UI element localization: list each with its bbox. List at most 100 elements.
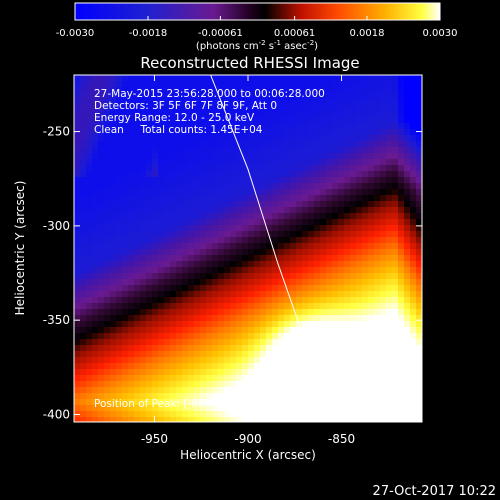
heatmap-cell [104, 243, 110, 249]
heatmap-cell [338, 333, 344, 339]
heatmap-cell [152, 369, 158, 375]
heatmap-cell [212, 183, 218, 189]
heatmap-cell [260, 375, 266, 381]
heatmap-cell [242, 309, 248, 315]
heatmap-cell [242, 195, 248, 201]
heatmap-cell [374, 267, 380, 273]
heatmap-cell [266, 237, 272, 243]
heatmap-cell [266, 321, 272, 327]
heatmap-cell [392, 123, 398, 129]
heatmap-cell [332, 105, 338, 111]
heatmap-cell [104, 417, 110, 422]
heatmap-cell [242, 351, 248, 357]
heatmap-cell [230, 213, 236, 219]
heatmap-cell [188, 297, 194, 303]
heatmap-cell [104, 165, 110, 171]
heatmap-cell [242, 417, 248, 422]
heatmap-cell [332, 249, 338, 255]
heatmap-cell [326, 339, 332, 345]
heatmap-cell [164, 183, 170, 189]
heatmap-cell [212, 255, 218, 261]
heatmap-cell [284, 255, 290, 261]
heatmap-cell [362, 405, 368, 411]
heatmap-cell [110, 297, 116, 303]
heatmap-cell [368, 111, 374, 117]
heatmap-cell [386, 417, 392, 422]
heatmap-cell [290, 357, 296, 363]
heatmap-cell [248, 135, 254, 141]
heatmap-cell [86, 393, 92, 399]
heatmap-cell [338, 381, 344, 387]
heatmap-cell [362, 387, 368, 393]
heatmap-cell [116, 309, 122, 315]
heatmap-cell [158, 321, 164, 327]
heatmap-cell [242, 93, 248, 99]
heatmap-cell [164, 225, 170, 231]
heatmap-cell [350, 297, 356, 303]
heatmap-cell [164, 255, 170, 261]
heatmap-cell [284, 243, 290, 249]
heatmap-cell [224, 153, 230, 159]
heatmap-cell [296, 243, 302, 249]
heatmap-cell [194, 75, 200, 81]
heatmap-cell [182, 153, 188, 159]
heatmap-cell [410, 219, 416, 225]
heatmap-cell [146, 171, 152, 177]
heatmap-cell [386, 171, 392, 177]
heatmap-cell [122, 177, 128, 183]
heatmap-cell [224, 261, 230, 267]
heatmap-cell [320, 231, 326, 237]
heatmap-cell [410, 141, 416, 147]
heatmap-cell [200, 291, 206, 297]
heatmap-cell [332, 369, 338, 375]
heatmap-cell [212, 141, 218, 147]
heatmap-cell [350, 267, 356, 273]
heatmap-cell [416, 123, 422, 129]
heatmap-cell [86, 183, 92, 189]
heatmap-cell [116, 321, 122, 327]
heatmap-cell [284, 219, 290, 225]
heatmap-cell [146, 351, 152, 357]
heatmap-cell [308, 375, 314, 381]
heatmap-cell [74, 153, 80, 159]
heatmap-cell [350, 261, 356, 267]
heatmap-cell [266, 417, 272, 422]
heatmap-cell [350, 129, 356, 135]
heatmap-cell [152, 255, 158, 261]
heatmap-cell [410, 303, 416, 309]
heatmap-cell [392, 135, 398, 141]
heatmap-cell [194, 405, 200, 411]
heatmap-cell [242, 255, 248, 261]
heatmap-cell [200, 225, 206, 231]
heatmap-cell [284, 345, 290, 351]
heatmap-cell [386, 273, 392, 279]
heatmap-cell [338, 303, 344, 309]
heatmap-cell [212, 327, 218, 333]
heatmap-cell [212, 363, 218, 369]
heatmap-cell [386, 285, 392, 291]
energy-range-text: Energy Range: 12.0 - 25.0 keV [94, 112, 255, 124]
heatmap-cell [146, 309, 152, 315]
heatmap-cell [110, 315, 116, 321]
heatmap-cell [284, 381, 290, 387]
heatmap-cell [110, 237, 116, 243]
heatmap-cell [296, 75, 302, 81]
heatmap-cell [368, 291, 374, 297]
heatmap-cell [230, 117, 236, 123]
heatmap-cell [350, 159, 356, 165]
heatmap-cell [146, 225, 152, 231]
heatmap-cell [74, 141, 80, 147]
heatmap-cell [392, 309, 398, 315]
heatmap-cell [92, 315, 98, 321]
heatmap-cell [86, 105, 92, 111]
heatmap-cell [260, 243, 266, 249]
heatmap-cell [350, 195, 356, 201]
heatmap-cell [200, 309, 206, 315]
heatmap-cell [206, 207, 212, 213]
heatmap-cell [416, 117, 422, 123]
heatmap-cell [398, 255, 404, 261]
heatmap-cell [230, 285, 236, 291]
heatmap-cell [302, 201, 308, 207]
heatmap-cell [374, 309, 380, 315]
heatmap-cell [368, 135, 374, 141]
